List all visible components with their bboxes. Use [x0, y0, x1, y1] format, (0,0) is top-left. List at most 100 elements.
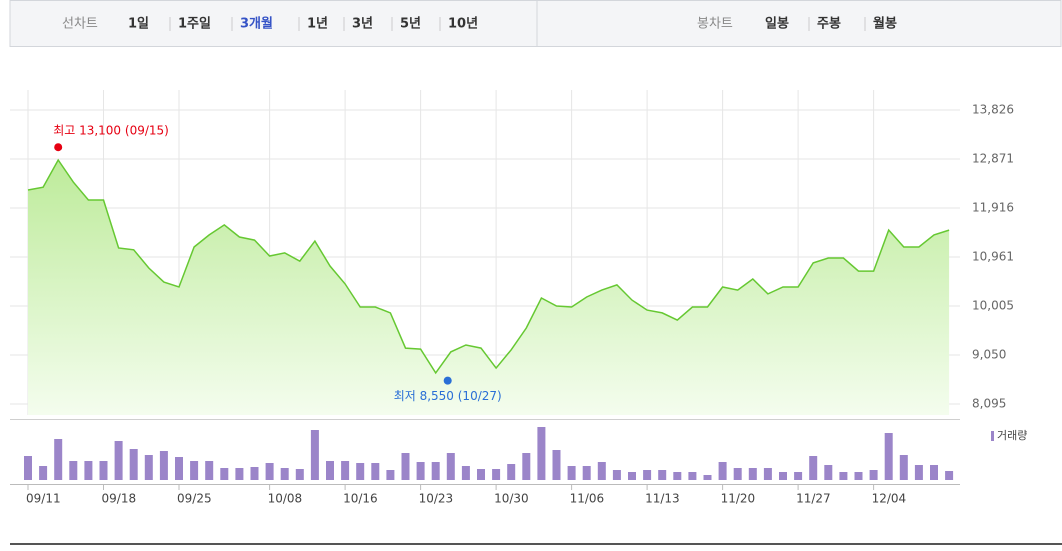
volume-bar	[84, 461, 93, 480]
volume-bar	[522, 453, 531, 480]
volume-bar	[748, 468, 757, 480]
volume-bar	[310, 430, 319, 480]
volume-bar	[673, 472, 682, 480]
x-tick-label: 10/16	[343, 492, 378, 506]
volume-bar	[899, 455, 908, 480]
y-tick-label: 10,961	[972, 249, 1014, 263]
period-tab[interactable]: 1주일	[178, 17, 211, 32]
x-tick-label: 11/27	[796, 492, 831, 506]
volume-bar	[326, 461, 334, 480]
period-tab[interactable]: 10년	[448, 17, 478, 32]
x-tick-label: 09/18	[102, 492, 137, 506]
volume-bar	[190, 461, 199, 480]
x-tick-label: 10/30	[494, 492, 529, 506]
volume-bar	[250, 467, 259, 480]
volume-bar	[779, 472, 787, 480]
volume-bar	[356, 463, 365, 480]
volume-bar	[582, 466, 591, 480]
x-tick-label: 09/11	[26, 492, 61, 506]
volume-bar	[295, 469, 304, 480]
volume-bar	[492, 469, 501, 480]
low-marker	[443, 376, 452, 385]
volume-bar	[733, 468, 742, 480]
high-marker	[54, 143, 63, 152]
volume-bar	[341, 461, 350, 480]
volume-bar	[628, 472, 636, 480]
y-tick-label: 10,005	[972, 298, 1014, 312]
volume-bar	[129, 449, 138, 480]
volume-bar	[144, 455, 153, 480]
volume-bar	[235, 468, 244, 480]
volume-bar	[39, 466, 48, 480]
volume-bar	[839, 472, 848, 480]
volume-bar	[477, 469, 485, 480]
volume-bar	[688, 472, 697, 480]
volume-bar	[416, 462, 425, 480]
price-area	[28, 160, 950, 415]
volume-bar	[854, 472, 863, 480]
volume-bar	[643, 470, 652, 480]
period-tab[interactable]: 3개월	[240, 16, 273, 32]
x-tick-label: 10/23	[419, 492, 454, 506]
volume-bar	[537, 427, 546, 480]
period-tab[interactable]: 1일	[128, 17, 149, 32]
volume-bar	[703, 475, 712, 480]
high-label: 최고 13,100 (09/15)	[53, 124, 169, 138]
volume-bar	[99, 461, 108, 480]
volume-bar	[809, 456, 818, 480]
volume-bar	[220, 468, 229, 480]
volume-bar	[24, 456, 32, 480]
period-tab[interactable]: 5년	[400, 17, 421, 32]
volume-bar	[552, 450, 561, 480]
volume-bar	[884, 433, 893, 480]
price-line	[27, 158, 950, 375]
x-tick-label: 11/06	[570, 492, 605, 506]
volume-bar	[159, 451, 168, 480]
line-chart-label: 선차트	[62, 17, 98, 32]
volume-bar	[567, 466, 576, 480]
candle-tab[interactable]: 일봉	[765, 17, 789, 32]
volume-bar	[914, 465, 923, 480]
volume-legend: 거래량	[997, 429, 1027, 442]
y-tick-label: 12,871	[972, 151, 1014, 165]
volume-bar	[658, 470, 667, 480]
volume-bar	[54, 439, 63, 480]
volume-bar	[507, 464, 516, 480]
volume-bar	[597, 462, 606, 480]
volume-bar	[869, 470, 878, 480]
low-label: 최저 8,550 (10/27)	[394, 389, 502, 403]
volume-bar	[401, 453, 410, 480]
period-tab[interactable]: 3년	[352, 17, 373, 32]
x-tick-label: 11/20	[721, 492, 756, 506]
candle-tab[interactable]: 월봉	[873, 16, 897, 32]
volume-bar	[930, 465, 938, 480]
volume-bar	[69, 461, 78, 480]
x-tick-label: 10/08	[268, 492, 303, 506]
volume-bar	[824, 465, 833, 480]
candle-chart-label: 봉차트	[697, 17, 733, 32]
volume-bar	[446, 453, 455, 480]
volume-bar	[763, 468, 772, 480]
volume-bar	[114, 441, 123, 480]
y-tick-label: 9,050	[972, 347, 1006, 361]
tab-bar	[9, 0, 1062, 47]
candle-tab[interactable]: 주봉	[817, 17, 841, 32]
volume-bar	[371, 463, 380, 480]
volume-legend-swatch	[991, 431, 994, 441]
volume-bar	[265, 463, 274, 480]
volume-bar	[461, 466, 470, 480]
volume-bar	[205, 461, 214, 480]
period-tab[interactable]: 1년	[307, 17, 328, 32]
x-tick-label: 12/04	[872, 492, 907, 506]
volume-bar	[431, 462, 440, 480]
volume-bar	[612, 470, 621, 480]
y-tick-label: 11,916	[972, 200, 1014, 214]
x-tick-label: 11/13	[645, 492, 680, 506]
volume-bar	[794, 472, 803, 480]
volume-bar	[175, 457, 183, 480]
y-tick-label: 13,826	[972, 102, 1014, 116]
volume-bar	[718, 462, 727, 480]
x-tick-label: 09/25	[177, 492, 212, 506]
volume-bar	[280, 468, 289, 480]
